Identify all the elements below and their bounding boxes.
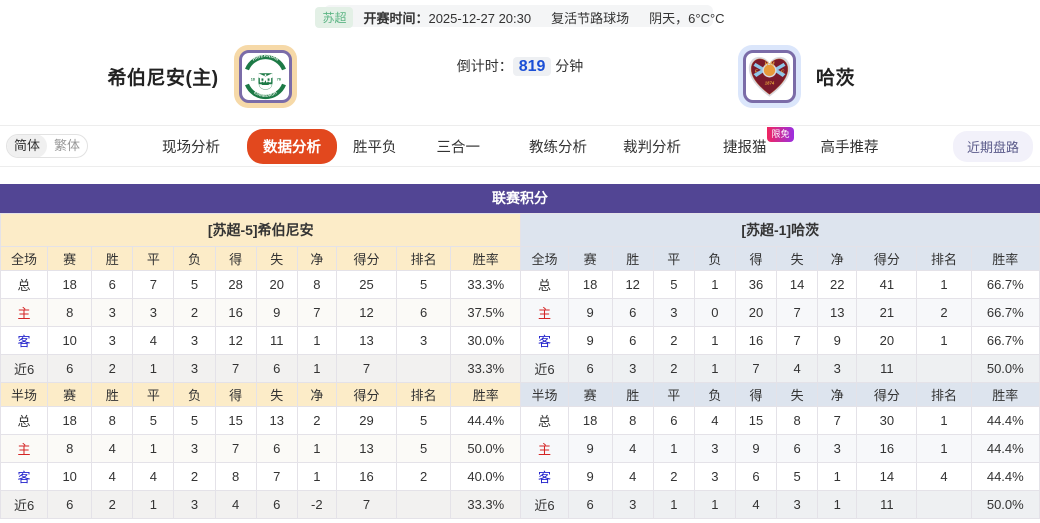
- svg-text:H·M: H·M: [765, 61, 775, 67]
- svg-text:1874: 1874: [765, 80, 775, 85]
- svg-text:18: 18: [250, 77, 254, 81]
- svg-text:F: F: [755, 68, 758, 73]
- svg-text:76: 76: [276, 77, 280, 81]
